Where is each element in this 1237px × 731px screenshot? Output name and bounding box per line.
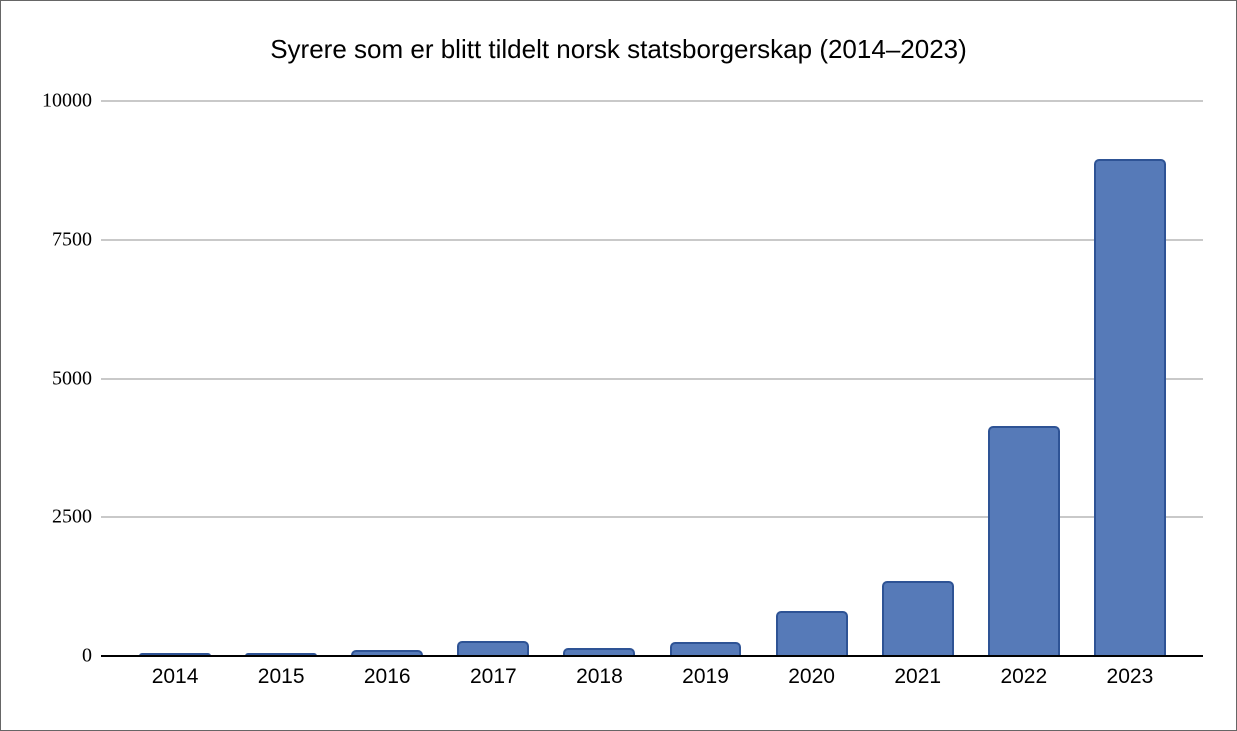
bar-2017 [457, 640, 530, 656]
bar-2014 [139, 653, 211, 656]
x-tick-label-2023: 2023 [1106, 665, 1154, 688]
bar-slot-2017 [440, 101, 546, 656]
bar-slot-2014 [122, 101, 228, 656]
bar-2023 [1093, 159, 1166, 656]
bar-2022 [987, 426, 1060, 656]
bar-slot-2022 [971, 101, 1077, 656]
gridline-10000 [101, 100, 1203, 102]
x-tick-label-2018: 2018 [576, 665, 623, 688]
x-axis-line [101, 655, 1203, 657]
y-axis-labels: 0 2500 5000 7500 10000 [1, 90, 92, 667]
bar-slot-2020 [759, 101, 865, 656]
bars-row [122, 101, 1183, 656]
bar-slot-2015 [228, 101, 334, 656]
bar-2015 [245, 653, 318, 656]
x-tick-label-2020: 2020 [788, 665, 835, 688]
x-tick-label-2017: 2017 [469, 665, 517, 688]
y-tick-label-5000: 5000 [52, 367, 92, 389]
bar-2018 [563, 648, 636, 656]
gridline-5000 [101, 377, 1203, 380]
y-tick-label-2500: 2500 [52, 505, 92, 528]
x-tick-label-2015: 2015 [257, 665, 305, 688]
bar-2020 [775, 611, 848, 656]
bar-slot-2023 [1077, 101, 1183, 656]
gridline-7500 [101, 238, 1203, 241]
x-tick-label-2021: 2021 [894, 665, 942, 688]
chart-title: Syrere som er blitt tildelt norsk statsb… [270, 34, 967, 64]
plot-area [101, 100, 1203, 657]
x-tick-label-2022: 2022 [1000, 665, 1048, 688]
bar-2021 [881, 580, 954, 656]
gridline-2500 [101, 516, 1203, 519]
x-tick-label-2016: 2016 [363, 665, 411, 688]
bar-slot-2019 [652, 101, 758, 656]
y-tick-label-0: 0 [82, 644, 92, 667]
x-axis-labels: 2014 2015 2016 2017 2018 2019 2020 2021 2022 2023 [122, 665, 1183, 689]
bar-slot-2018 [546, 101, 652, 656]
bar-slot-2021 [865, 101, 971, 656]
x-tick-label-2014: 2014 [151, 665, 199, 688]
bar-2019 [669, 642, 742, 656]
y-tick-label-7500: 7500 [52, 228, 92, 251]
bar-slot-2016 [334, 101, 440, 656]
bar-2016 [351, 650, 424, 656]
y-tick-label-10000: 10000 [42, 89, 92, 112]
x-tick-label-2019: 2019 [682, 665, 729, 688]
